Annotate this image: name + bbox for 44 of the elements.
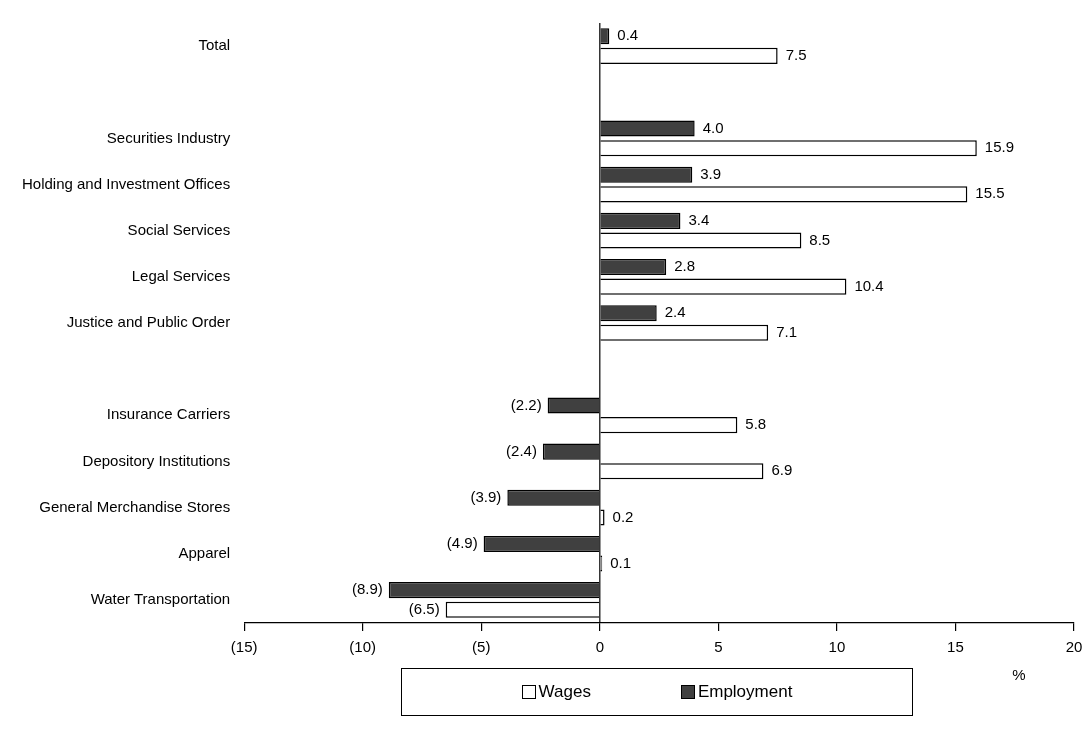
y-tick-label: Holding and Investment Offices — [22, 174, 231, 192]
y-tick-label: Securities Industry — [106, 128, 231, 146]
data-label: 7.5 — [785, 46, 807, 64]
x-axis-title: % — [1012, 665, 1026, 683]
data-label: 7.1 — [776, 322, 798, 340]
x-tick-label: 10 — [828, 638, 846, 656]
data-label: 5.8 — [745, 415, 767, 433]
y-tick-label: Water Transportation — [90, 590, 231, 608]
x-tick-label: (15) — [230, 638, 258, 656]
data-label: 0.2 — [612, 507, 634, 525]
data-label: 4.0 — [702, 118, 724, 136]
y-tick-label: Apparel — [178, 543, 231, 561]
x-tick-label: 15 — [947, 638, 964, 656]
data-label: (2.4) — [506, 441, 537, 459]
data-label: (3.9) — [470, 487, 502, 505]
y-tick-label: Justice and Public Order — [66, 313, 231, 331]
data-label: 2.8 — [674, 257, 696, 275]
data-label: 0.1 — [610, 553, 632, 571]
y-tick-label: Legal Services — [131, 266, 231, 284]
x-tick-label: 5 — [714, 638, 723, 656]
data-label: 10.4 — [854, 276, 884, 294]
data-label: 6.9 — [771, 461, 793, 479]
data-label: 2.4 — [664, 303, 686, 321]
data-label: 8.5 — [809, 230, 831, 248]
data-label: (6.5) — [408, 599, 440, 617]
data-label: 0.4 — [617, 26, 639, 44]
x-tick-label: (10) — [349, 638, 377, 656]
x-tick-label: 0 — [595, 638, 604, 656]
y-tick-label: Depository Institutions — [82, 451, 231, 469]
y-tick-label: General Merchandise Stores — [39, 497, 231, 515]
data-label: 3.4 — [688, 211, 710, 229]
text: Wages — [538, 682, 591, 702]
x-tick-label: 20 — [1065, 638, 1083, 656]
data-label: (2.2) — [510, 395, 542, 413]
data-label: 15.9 — [984, 138, 1014, 156]
data-label: (4.9) — [446, 534, 478, 552]
data-label: 15.5 — [975, 184, 1005, 202]
legend-label: Employment — [697, 682, 793, 702]
y-tick-label: Social Services — [127, 220, 231, 238]
y-tick-label: Total — [198, 36, 231, 54]
x-tick-label: (5) — [472, 638, 491, 656]
data-label: 3.9 — [700, 164, 722, 182]
data-label: (8.9) — [351, 580, 383, 598]
y-tick-label: Insurance Carriers — [106, 405, 231, 423]
